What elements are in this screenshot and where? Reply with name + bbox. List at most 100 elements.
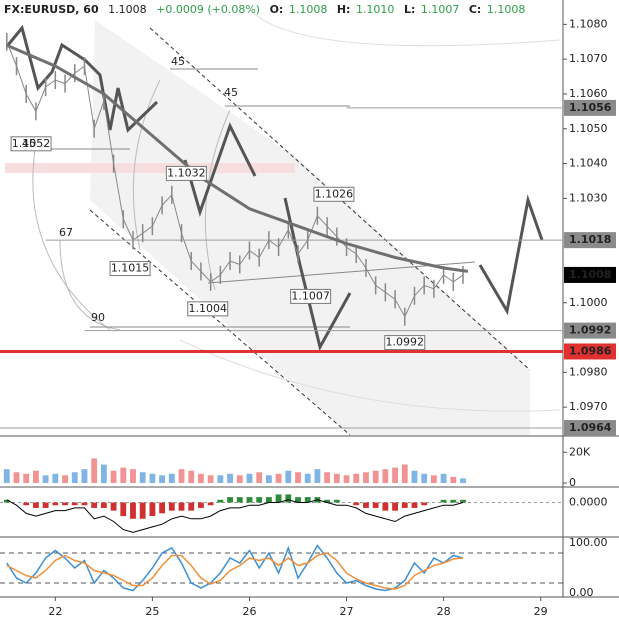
symbol: FX:EURUSD, 60 <box>4 3 99 16</box>
y-tick-label: 1.1040 <box>569 157 608 170</box>
volume-bar <box>450 476 457 483</box>
volume-bar <box>178 469 185 483</box>
volume-bar <box>343 475 350 483</box>
fib-arc <box>179 339 561 412</box>
volume-bar <box>295 472 301 483</box>
channel-shade <box>90 20 530 435</box>
volume-bar <box>130 469 136 483</box>
zigzag <box>283 197 352 352</box>
marks: 1.1080 1.1070 1.1060 1.1050 1.1040 1.1030 1.10… <box>0 17 616 618</box>
macd-bar <box>100 502 107 508</box>
fib-arc <box>132 79 161 251</box>
price-label-box <box>564 232 616 249</box>
volume-bar <box>188 470 195 483</box>
volume-bar <box>91 458 98 483</box>
y-tick-label: 1.1080 <box>569 17 608 30</box>
price-label-box <box>564 322 616 339</box>
macd-bar <box>71 502 78 506</box>
macd-bar <box>52 502 59 506</box>
y-tick-label: 1.1030 <box>569 191 608 204</box>
price-label: 1.1008 <box>569 268 611 281</box>
price-line <box>6 41 464 318</box>
volume-bar <box>23 473 30 483</box>
price-label: 1.1018 <box>569 233 611 246</box>
header: FX:EURUSD, 60 1.1008 +0.0009 (+0.08%) O:… <box>4 3 525 16</box>
macd-bar <box>392 502 398 511</box>
volume-bar <box>275 473 282 483</box>
volume-bar <box>440 473 447 483</box>
volume-bar <box>304 473 311 483</box>
fib-arc <box>249 9 561 47</box>
macd-bar <box>275 494 282 503</box>
annotation-box <box>165 165 207 181</box>
volume-bar <box>120 467 127 483</box>
volume-bar <box>401 464 408 483</box>
price-label: 1.1056 <box>569 101 612 114</box>
fib-label: 45 <box>171 55 185 68</box>
fib-label: 90 <box>91 311 105 324</box>
zone <box>5 163 295 173</box>
ohlc-value: 1.1010 <box>356 3 395 16</box>
volume-bar <box>411 470 418 483</box>
volume-bar <box>207 475 214 483</box>
macd-bar <box>246 497 253 503</box>
fib-arc <box>204 109 231 291</box>
zigzag <box>478 194 544 316</box>
volume-bar <box>62 475 68 483</box>
price-label-box <box>564 99 616 116</box>
price-label: 1.0992 <box>569 324 611 337</box>
macd-bar <box>411 502 418 508</box>
macd-line <box>6 499 464 533</box>
volume-bar <box>159 475 166 483</box>
macd-bar <box>236 497 243 503</box>
macd-bar <box>353 502 360 506</box>
macd-bar <box>265 497 272 503</box>
projection <box>6 24 544 352</box>
macd-bar <box>33 502 39 508</box>
x-tick-label: 25 <box>145 605 159 618</box>
volume-bar <box>236 475 243 483</box>
macd-bar <box>198 502 204 508</box>
volume-bar <box>246 473 253 483</box>
ohlc-key: H: <box>337 3 351 16</box>
macd-bar <box>285 494 292 503</box>
x-tick-label: 26 <box>242 605 256 618</box>
volume-bar <box>217 475 224 483</box>
volume-bar <box>372 470 379 483</box>
y-tick-label: 1.1070 <box>569 52 608 65</box>
macd-bar <box>227 497 233 503</box>
volume-bar <box>168 473 175 483</box>
macd-bar <box>3 499 10 503</box>
y-tick-label: 0.0000 <box>569 496 608 509</box>
macd-bar <box>421 502 428 506</box>
y-tick-label: 1.1050 <box>569 122 608 135</box>
macd-bar <box>139 502 146 519</box>
annotation: 1.1015 <box>111 262 150 275</box>
macd-bar <box>91 502 98 508</box>
macd-bar <box>304 497 311 503</box>
y-tick-label: 1.0980 <box>569 365 608 378</box>
macd-bar <box>217 499 224 503</box>
macd-bar <box>256 497 263 503</box>
volume-bar <box>460 478 466 483</box>
annotation-box <box>290 288 332 304</box>
macd-bar <box>460 499 466 503</box>
annotation-box <box>384 335 426 351</box>
macd-bar <box>333 499 340 503</box>
annotation: 1.1026 <box>315 187 354 200</box>
volume-bar <box>333 473 340 483</box>
volume-bar <box>324 472 331 483</box>
annotation: 1.1032 <box>167 166 206 179</box>
volume-bar <box>13 472 20 483</box>
stoch-line <box>6 552 464 590</box>
ohlc-key: L: <box>404 3 415 16</box>
fib-label: 45 <box>22 137 36 150</box>
volume-bar <box>421 473 428 483</box>
macd-bar <box>295 497 301 503</box>
volume-bar <box>430 475 437 483</box>
annotation-box <box>10 136 52 152</box>
x-tick-label: 27 <box>340 605 354 618</box>
macd-bar <box>42 502 49 508</box>
macd-bar <box>120 502 127 517</box>
annotation-box <box>187 301 229 317</box>
